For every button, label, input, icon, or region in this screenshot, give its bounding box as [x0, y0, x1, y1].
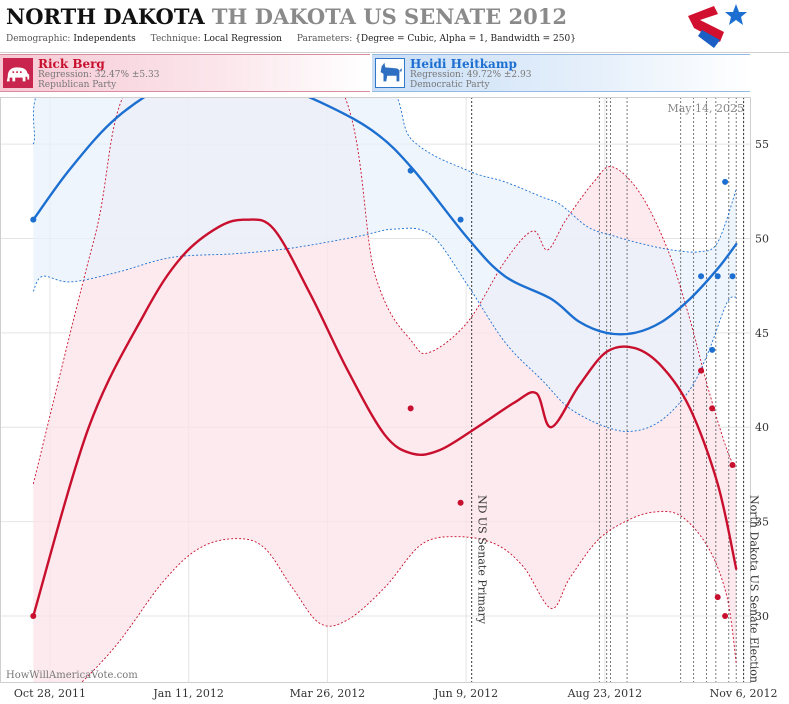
y-tick-label: 35	[755, 516, 769, 529]
regression-line	[32, 97, 738, 336]
technique-label: Technique:	[150, 34, 201, 44]
poll-point	[30, 612, 37, 619]
poll-point	[457, 216, 464, 223]
poll-points	[30, 167, 736, 619]
upper-bound-line	[32, 97, 737, 485]
plot-frame	[0, 97, 751, 683]
demographic-label: Demographic:	[6, 34, 71, 44]
event-label: North Dakota US Senate Election	[748, 495, 761, 683]
upper-bound-line	[32, 97, 737, 253]
chart-parameters: Demographic: Independents Technique: Loc…	[6, 34, 576, 44]
site-credit: HowWillAmericaVote.com	[6, 670, 138, 681]
poll-point	[709, 405, 716, 412]
confidence-band	[33, 97, 737, 432]
plot-area	[30, 97, 745, 682]
site-logo-icon	[688, 4, 747, 48]
poll-point	[698, 367, 705, 374]
x-tick-label: Aug 23, 2012	[567, 687, 643, 700]
candidate-party: Democratic Party	[410, 80, 490, 90]
poll-point	[729, 273, 736, 280]
candidate-republican: Rick Berg Regression: 32.47% ±5.33 Repub…	[0, 54, 370, 92]
technique-value: Local Regression	[203, 34, 282, 44]
y-tick-label: 40	[755, 421, 769, 434]
x-tick-label: Mar 26, 2012	[290, 687, 366, 700]
date-stamp: May 14, 2025	[667, 102, 744, 115]
poll-point	[709, 346, 716, 353]
x-tick-label: Jun 9, 2012	[433, 687, 498, 700]
candidate-regression: Regression: 32.47% ±5.33	[38, 70, 160, 80]
candidate-party: Republican Party	[38, 80, 117, 90]
x-axis-ticks: Oct 28, 2011 Jan 11, 2012 Mar 26, 2012 Jun …	[14, 687, 778, 700]
y-tick-label: 50	[755, 233, 769, 246]
y-tick-label: 55	[755, 138, 769, 151]
y-axis-ticks: 30 35 40 45 50 55	[755, 138, 769, 623]
y-tick-label: 30	[755, 610, 769, 623]
demographic-value: Independents	[73, 34, 136, 44]
poll-point	[714, 273, 721, 280]
poll-point	[457, 499, 464, 506]
regression-line	[32, 218, 738, 618]
title-race: TH DAKOTA US SENATE 2012	[211, 4, 567, 29]
title-state: NORTH DAKOTA	[6, 4, 205, 29]
candidate-name: Rick Berg	[38, 57, 105, 71]
event-label: ND US Senate Primary	[476, 495, 489, 625]
regression-lines	[32, 97, 738, 618]
poll-point	[698, 273, 705, 280]
poll-point	[714, 594, 721, 601]
poll-point	[30, 216, 37, 223]
x-tick-label: Jan 11, 2012	[152, 687, 224, 700]
confidence-bounds	[32, 97, 737, 682]
lower-bound-line	[32, 227, 737, 432]
x-tick-label: Nov 6, 2012	[710, 687, 778, 700]
candidate-name: Heidi Heitkamp	[410, 57, 517, 71]
event-labels: ND US Senate Primary North Dakota US Sena…	[476, 495, 761, 683]
poll-point	[729, 461, 736, 468]
donkey-icon	[375, 58, 405, 88]
poll-point	[722, 612, 729, 619]
header: NORTH DAKOTA TH DAKOTA US SENATE 2012 De…	[0, 0, 789, 53]
y-tick-label: 45	[755, 327, 769, 340]
elephant-icon	[3, 58, 33, 88]
poll-point	[722, 178, 729, 185]
confidence-bands	[33, 97, 737, 682]
parameters-value: {Degree = Cubic, Alpha = 1, Bandwidth = …	[355, 34, 576, 44]
poll-point	[407, 405, 414, 412]
candidate-democrat: Heidi Heitkamp Regression: 49.72% ±2.93 …	[372, 54, 750, 92]
poll-point	[407, 167, 414, 174]
event-lines	[471, 97, 745, 682]
page-title: NORTH DAKOTA TH DAKOTA US SENATE 2012	[6, 4, 567, 29]
parameters-label: Parameters:	[296, 34, 353, 44]
x-tick-label: Oct 28, 2011	[14, 687, 86, 700]
candidate-regression: Regression: 49.72% ±2.93	[410, 70, 532, 80]
regression-chart: 30 35 40 45 50 55 Oct 28, 2011 Jan 11, 2012 Mar…	[0, 97, 778, 700]
